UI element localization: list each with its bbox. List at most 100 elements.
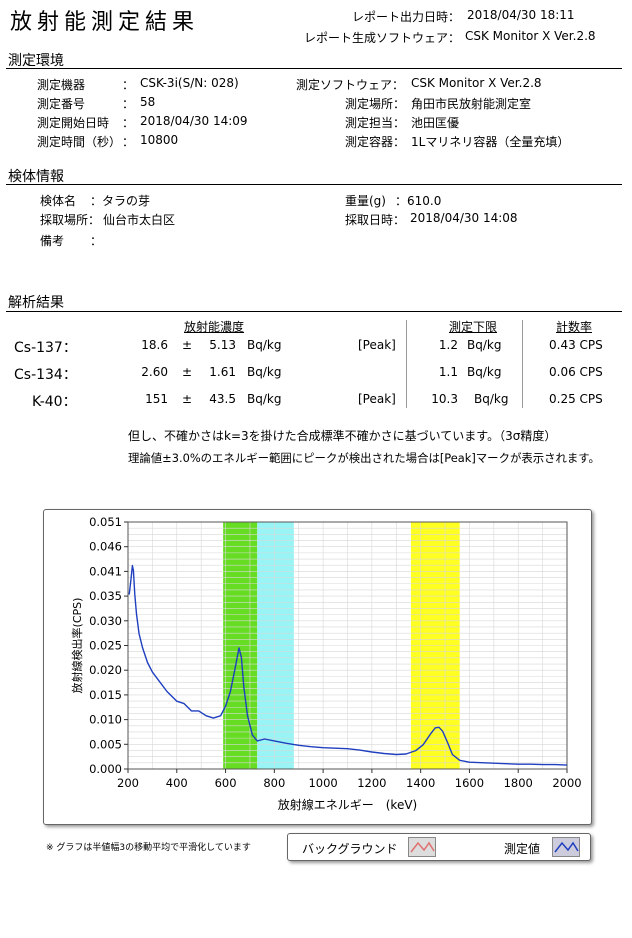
person-value: 池田匡優 [411,116,460,130]
sample-location-value: 仙台市太白区 [103,213,176,227]
conc-value: 2.60 [141,365,168,379]
limit-value: 10.3 [431,392,458,406]
x-tick-label: 600 [215,776,237,790]
sample-section-title: 検体情報 [8,169,64,185]
weight-label: 重量(g) [345,194,386,208]
limit-value: 1.1 [438,365,458,379]
conc-value: 18.6 [141,338,168,352]
background-line-icon [408,837,436,857]
sample-note-label: 備考 [40,234,65,248]
y-tick-label: 0.035 [89,589,122,603]
x-tick-label: 1600 [455,776,484,790]
sample-name-label: 検体名 [40,194,77,208]
conc-error: 43.5 [209,392,236,406]
nuclide-label: Cs-134： [14,367,77,383]
container-value: 1Lマリネリ容器（全量充填） [411,135,570,149]
software-value: CSK Monitor X Ver.2.8 [465,29,596,43]
output-datetime-label: レポート出力日時： [352,10,461,24]
sample-name-value: ：タラの芽 [90,194,151,208]
sample-date-label: 採取日時： [345,213,406,227]
conc-unit: Bq/kg [247,365,282,379]
col-limit-header: 測定下限 [449,320,498,334]
count-rate: 0.06 CPS [549,365,603,379]
x-tick-label: 800 [263,776,285,790]
limit-unit: Bq/kg [474,392,509,406]
measured-series-line [128,564,568,766]
conc-value: 151 [145,392,168,406]
y-tick-label: 0.015 [89,688,122,702]
x-tick-label: 1200 [357,776,386,790]
place-value: 角田市民放射能測定室 [411,97,532,111]
x-tick-label: 400 [166,776,188,790]
weight-value: ：610.0 [395,194,442,208]
report-title: 放射能測定結果 [10,10,200,35]
x-tick-label: 1400 [406,776,435,790]
y-tick-label: 0.025 [89,639,122,653]
sample-date-value: 2018/04/30 14:08 [410,211,518,225]
y-tick-label: 0.020 [89,663,122,677]
analysis-section-title: 解析結果 [8,295,64,311]
legend-measured-label: 測定値 [504,842,541,856]
limit-value: 1.2 [438,338,458,352]
y-tick-label: 0.051 [89,515,122,529]
analysis-divider [6,311,622,312]
count-rate: 0.43 CPS [549,338,603,352]
sw-value: CSK Monitor X Ver.2.8 [411,76,542,90]
time-label: 測定時間（秒） [37,135,122,149]
place-label: 測定場所： [345,97,406,111]
conc-unit: Bq/kg [247,338,282,352]
y-axis-label: 放射線検出率(CPS) [70,598,84,694]
software-label: レポート生成ソフトウェア： [304,31,461,45]
column-divider [406,320,407,408]
spectrum-chart: 0.000 0.005 0.010 0.015 0.020 0.025 0.030 0.035… [70,515,582,812]
legend-background-label: バックグラウンド [302,842,398,856]
col-conc-header: 放射能濃度 [184,320,245,334]
peak-note: 理論値±3.0%のエネルギー範囲にピークが検出された場合は[Peak]マークが表… [128,451,600,465]
peak-mark: [Peak] [358,338,396,352]
x-tick-label: 1800 [504,776,533,790]
nuclide-label: K-40： [32,394,77,410]
colon: ： [122,78,135,92]
count-rate: 0.25 CPS [549,392,603,406]
device-value: CSK-3i(S/N: 028) [140,76,239,90]
y-tick-label: 0.046 [89,540,122,554]
device-label: 測定機器 [37,78,86,92]
start-value: 2018/04/30 14:09 [140,114,248,128]
plus-minus: ± [182,365,193,379]
y-tick-label: 0.005 [89,737,122,751]
env-section-title: 測定環境 [8,53,64,69]
time-value: 10800 [140,133,179,147]
container-label: 測定容器： [345,135,406,149]
peak-mark: [Peak] [358,392,396,406]
sample-divider [6,184,622,185]
y-tick-label: 0.030 [89,614,122,628]
conc-error: 5.13 [209,338,236,352]
limit-unit: Bq/kg [467,365,502,379]
sample-note-value: ： [90,234,103,248]
smoothing-note: ※ グラフは半値幅3の移動平均で平滑化しています [46,843,251,853]
plus-minus: ± [182,338,193,352]
x-tick-label: 2000 [552,776,581,790]
sw-label: 測定ソフトウェア： [296,78,405,92]
colon: ： [122,116,135,130]
conc-unit: Bq/kg [247,392,282,406]
measured-line-icon [552,837,580,857]
plus-minus: ± [182,392,193,406]
column-divider [522,320,523,408]
x-tick-label: 1000 [308,776,337,790]
output-datetime: 2018/04/30 18:11 [467,8,575,22]
y-tick-label: 0.041 [89,564,122,578]
y-tick-label: 0.000 [89,762,122,776]
legend: バックグラウンド 測定値 [287,833,591,861]
conc-error: 1.61 [209,365,236,379]
person-label: 測定担当： [345,116,406,130]
col-rate-header: 計数率 [556,320,593,334]
colon: ： [122,97,135,111]
limit-unit: Bq/kg [467,338,502,352]
colon: ： [122,135,135,149]
sample-location-label: 採取場所： [40,213,101,227]
env-divider [6,68,622,69]
nuclide-label: Cs-137： [14,340,77,356]
start-label: 測定開始日時 [37,116,110,130]
number-label: 測定番号 [37,97,86,111]
